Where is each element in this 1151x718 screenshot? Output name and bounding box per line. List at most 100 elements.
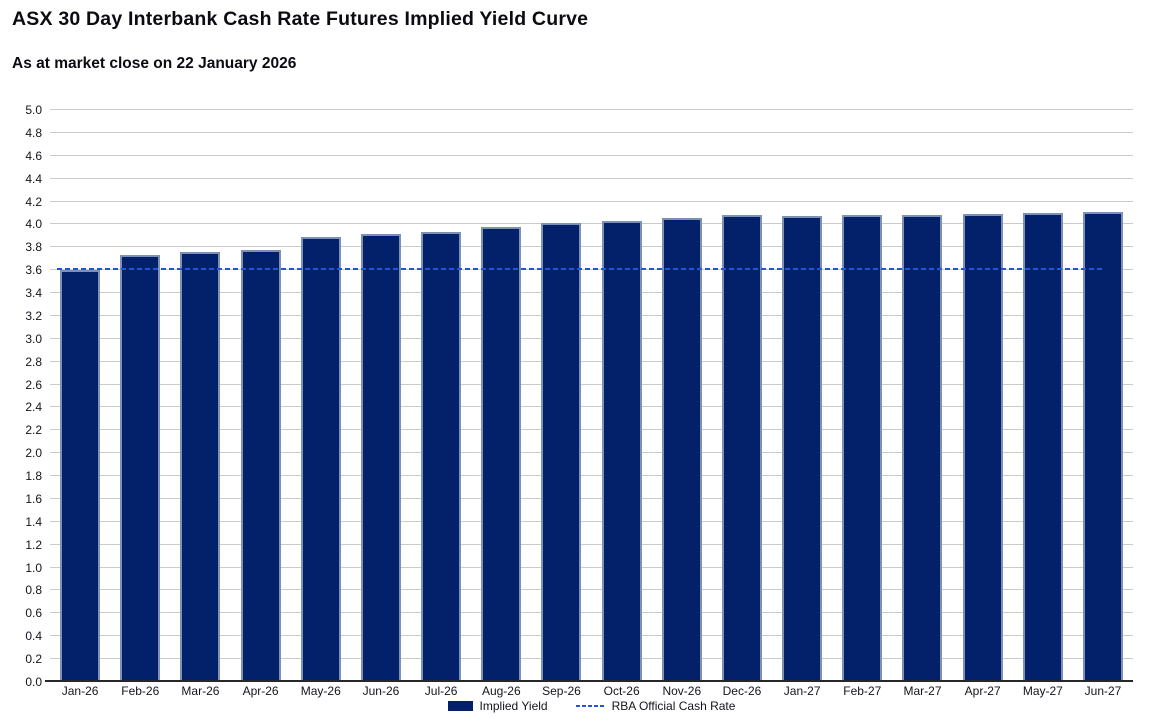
bar-apr-27 [962, 214, 1003, 682]
x-tick-label: Mar-26 [181, 684, 220, 698]
bar-slot [110, 110, 170, 682]
x-tick-label: May-26 [300, 684, 341, 698]
bar-slot [832, 110, 892, 682]
bar-mar-27 [902, 215, 943, 682]
bar-slot [291, 110, 351, 682]
x-tick-label: Oct-26 [603, 684, 640, 698]
bar-slot [471, 110, 531, 682]
y-tick-label: 3.8 [25, 240, 42, 255]
x-tick-label: May-27 [1022, 684, 1063, 698]
gridline [50, 452, 1133, 454]
gridline [50, 497, 1133, 499]
x-tick-label: Jun-26 [362, 684, 400, 698]
x-tick-label: Jan-27 [783, 684, 821, 698]
implied-yield-swatch-icon [447, 701, 473, 711]
bar-jul-26 [421, 232, 462, 682]
y-tick-label: 3.2 [25, 308, 42, 323]
chart-title: ASX 30 Day Interbank Cash Rate Futures I… [12, 8, 589, 30]
gridline [50, 154, 1133, 156]
gridline [50, 314, 1133, 316]
bar-slot [712, 110, 772, 682]
gridline [50, 200, 1133, 202]
bar-jan-26 [60, 270, 101, 682]
x-tick-label: Mar-27 [903, 684, 942, 698]
bar-oct-26 [601, 220, 642, 682]
x-tick-label: Feb-26 [121, 684, 160, 698]
gridline [50, 589, 1133, 591]
bar-aug-26 [481, 226, 522, 682]
y-tick-label: 1.0 [25, 560, 42, 575]
bar-slot [231, 110, 291, 682]
y-tick-label: 1.6 [25, 491, 42, 506]
gridline [50, 246, 1133, 248]
bar-slot [170, 110, 230, 682]
gridline [50, 635, 1133, 637]
y-tick-label: 0.2 [25, 652, 42, 667]
plot-area [45, 109, 1133, 682]
gridline [50, 475, 1133, 477]
legend-item-implied-yield: Implied Yield [447, 699, 548, 713]
y-tick-label: 0.0 [25, 675, 42, 689]
bars-layer [50, 110, 1133, 682]
legend-label-rba-cash-rate: RBA Official Cash Rate [611, 699, 736, 713]
bar-slot [592, 110, 652, 682]
x-tick-label: Nov-26 [662, 684, 702, 698]
legend-label-implied-yield: Implied Yield [479, 699, 548, 713]
bar-feb-26 [120, 255, 161, 682]
y-tick-label: 5.0 [25, 103, 42, 117]
y-tick-label: 4.2 [25, 194, 42, 209]
bar-mar-26 [180, 251, 221, 682]
x-tick-label: Jun-27 [1084, 684, 1122, 698]
y-tick-label: 2.6 [25, 377, 42, 392]
gridline [50, 177, 1133, 179]
rba-dashed-line-icon [575, 704, 605, 708]
y-tick-label: 4.0 [25, 217, 42, 232]
gridline [50, 543, 1133, 545]
legend-item-rba-cash-rate: RBA Official Cash Rate [575, 699, 736, 713]
legend: Implied Yield RBA Official Cash Rate [50, 699, 1133, 713]
bar-slot [953, 110, 1013, 682]
gridline [50, 520, 1133, 522]
bar-feb-27 [842, 215, 883, 682]
y-tick-label: 3.0 [25, 331, 42, 346]
bar-dec-26 [721, 215, 762, 682]
gridline [50, 612, 1133, 614]
x-axis-line [45, 680, 1133, 682]
bar-nov-26 [661, 217, 702, 682]
y-tick-label: 0.6 [25, 606, 42, 621]
bar-jun-26 [360, 233, 401, 682]
y-tick-label: 4.6 [25, 148, 42, 163]
bar-slot [772, 110, 832, 682]
gridline [50, 566, 1133, 568]
y-tick-label: 3.6 [25, 263, 42, 278]
y-tick-label: 1.8 [25, 469, 42, 484]
bar-jun-27 [1083, 211, 1123, 682]
gridline [50, 292, 1133, 294]
y-tick-label: 0.8 [25, 583, 42, 598]
gridline [50, 383, 1133, 385]
rba-cash-rate-dashed-line [57, 267, 1103, 271]
x-tick-label: Jul-26 [424, 684, 458, 698]
bar-jan-27 [782, 216, 823, 682]
y-tick-label: 2.2 [25, 423, 42, 438]
bar-slot [531, 110, 591, 682]
y-tick-label: 4.8 [25, 125, 42, 140]
gridline [50, 223, 1133, 225]
bar-may-26 [300, 236, 341, 682]
x-tick-label: Dec-26 [722, 684, 762, 698]
bar-slot [652, 110, 712, 682]
x-axis: Jan-26 Feb-26 Mar-26 Apr-26 May-26 Jun-26 Jul-… [50, 684, 1133, 698]
x-tick-label: Apr-27 [964, 684, 1001, 698]
gridline [50, 429, 1133, 431]
bar-slot [351, 110, 411, 682]
y-tick-label: 2.8 [25, 354, 42, 369]
gridline [50, 337, 1133, 339]
bar-sep-26 [541, 223, 582, 682]
x-tick-label: Sep-26 [542, 684, 581, 698]
y-tick-label: 2.0 [25, 446, 42, 461]
x-tick-label: Jan-26 [61, 684, 99, 698]
y-axis: 0.0 0.2 0.4 0.6 0.8 1.0 1.2 1.4 1.6 1.8 2.0 2.2 2.4 2… [0, 104, 42, 688]
bar-slot [892, 110, 952, 682]
bar-slot [411, 110, 471, 682]
